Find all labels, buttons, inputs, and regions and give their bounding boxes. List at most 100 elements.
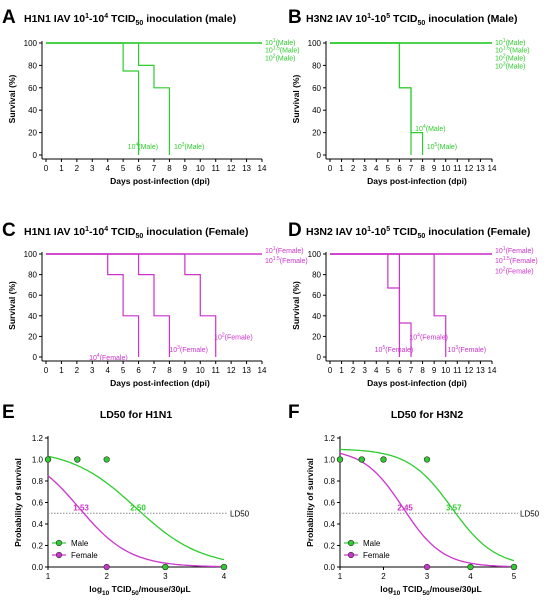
ld50-reference-label: LD50 (520, 509, 540, 518)
series-label-suffix: (Male) (510, 48, 530, 55)
series-label: 101.5(Male) (495, 46, 530, 55)
x-tick-label: 10 (441, 164, 450, 173)
x-tick-label: 2 (75, 164, 80, 173)
series-label-suffix: (Female) (420, 334, 448, 341)
series-label-suffix: (Female) (510, 258, 538, 265)
series-label-exponent: 3 (503, 61, 506, 67)
survival-curve (46, 42, 140, 155)
title-text: H3N2 IAV 10 (306, 13, 367, 25)
chart-title: H1N1 IAV 101-104 TCID50 inoculation (mal… (24, 13, 236, 27)
y-tick-label: 100 (24, 250, 38, 259)
series-label-suffix: (Male) (138, 144, 158, 151)
ld50-value-label: 3.57 (446, 503, 462, 512)
x-label-subscript: 10 (102, 590, 110, 597)
x-tick-label: 3 (425, 572, 430, 581)
x-tick-label: 1 (59, 164, 64, 173)
survival-curve (46, 253, 217, 357)
title-superscript: 5 (386, 226, 390, 233)
series-label-base: 10 (415, 126, 423, 133)
x-tick-label: 2 (75, 366, 80, 375)
series-label-exponent: 4 (97, 353, 100, 359)
legend-label: Male (71, 539, 89, 548)
y-tick-label: 1.0 (32, 456, 44, 465)
y-tick-label: 80 (28, 271, 37, 280)
series-label: 104(Male) (415, 124, 445, 133)
x-tick-label: 13 (242, 366, 251, 375)
y-tick-label: 20 (28, 129, 37, 138)
x-tick-label: 4 (105, 164, 110, 173)
x-tick-label: 9 (432, 164, 437, 173)
series-label: 102(Male) (265, 54, 295, 63)
series-label-exponent: 4 (423, 124, 426, 130)
x-tick-label: 12 (464, 164, 473, 173)
title-subscript: 50 (136, 233, 144, 240)
fit-curve-female (47, 475, 224, 568)
series-label-exponent: 5 (435, 142, 438, 148)
x-tick-label: 14 (258, 164, 267, 173)
x-tick-label: 7 (152, 366, 157, 375)
y-tick-label: 0.6 (324, 499, 336, 508)
x-tick-label: 2 (351, 366, 356, 375)
series-label-exponent: 3 (177, 345, 180, 351)
y-tick-label: 0.2 (324, 542, 336, 551)
series-label-base: 10 (265, 40, 273, 47)
x-tick-label: 11 (212, 164, 221, 173)
series-label-suffix: (Female) (100, 355, 128, 362)
title-text: inoculation (Female) (143, 226, 248, 238)
data-point-female (423, 563, 431, 571)
y-tick-label: 0 (33, 353, 38, 362)
title-superscript: 1 (367, 226, 371, 233)
y-tick-label: 0.8 (324, 477, 336, 486)
survival-curve (330, 42, 424, 155)
series-label-suffix: (Male) (276, 56, 296, 63)
series-label-exponent: 1.5 (273, 256, 280, 262)
title-subscript: 50 (136, 20, 144, 27)
series-label-suffix: (Male) (426, 126, 446, 133)
series-label-suffix: (Male) (280, 48, 300, 55)
title-subscript: 50 (418, 20, 426, 27)
title-text: TCID (108, 226, 136, 238)
x-tick-label: 10 (441, 366, 450, 375)
x-tick-label: 10 (196, 164, 205, 173)
x-tick-label: 4 (374, 366, 379, 375)
x-tick-label: 0 (328, 164, 333, 173)
series-label: 103(Male) (495, 61, 525, 70)
series-label: 101(Female) (495, 246, 534, 255)
x-tick-label: 0 (328, 366, 333, 375)
data-point-male (103, 456, 110, 463)
survival-curve (330, 253, 447, 357)
data-point-male (220, 563, 228, 571)
series-label-exponent: 3 (182, 142, 185, 148)
title-text: H1N1 IAV 10 (24, 226, 85, 238)
series-label-exponent: 5 (382, 345, 385, 351)
title-text: -10 (371, 226, 386, 238)
series-label-suffix: (Female) (225, 334, 253, 341)
y-tick-label: 60 (28, 291, 37, 300)
y-tick-label: 0 (33, 151, 38, 160)
chart-title: H3N2 IAV 101-105 TCID50 inoculation (Mal… (306, 13, 517, 27)
series-label-base: 10 (214, 334, 222, 341)
chart-title: LD50 for H3N2 (391, 409, 464, 421)
series-label-base: 10 (495, 63, 503, 70)
legend-marker (55, 539, 63, 547)
series-label-suffix: (Male) (185, 144, 205, 151)
legend-label: Female (71, 551, 98, 560)
ld50-value-label: 2.50 (130, 503, 146, 512)
series-label: 101.5(Female) (265, 256, 308, 265)
y-tick-label: 0.8 (32, 477, 44, 486)
panel-letter-d: D (288, 220, 302, 241)
legend-label: Female (363, 551, 390, 560)
series-label-exponent: 1.5 (273, 46, 280, 52)
x-axis-label: Days post-infection (dpi) (367, 176, 467, 186)
y-axis-label: Probability of survival (13, 458, 23, 547)
x-tick-label: 11 (453, 164, 462, 173)
x-tick-label: 6 (136, 164, 141, 173)
series-label-suffix: (Female) (458, 347, 486, 354)
fit-curve-male (339, 448, 515, 562)
series-label-exponent: 1 (273, 246, 276, 252)
chart-title: H3N2 IAV 101-105 TCID50 inoculation (Fem… (306, 226, 530, 240)
x-tick-label: 4 (105, 366, 110, 375)
title-text: H3N2 IAV 10 (306, 226, 367, 238)
title-superscript: 1 (85, 226, 89, 233)
series-label: 105(Male) (427, 142, 457, 151)
